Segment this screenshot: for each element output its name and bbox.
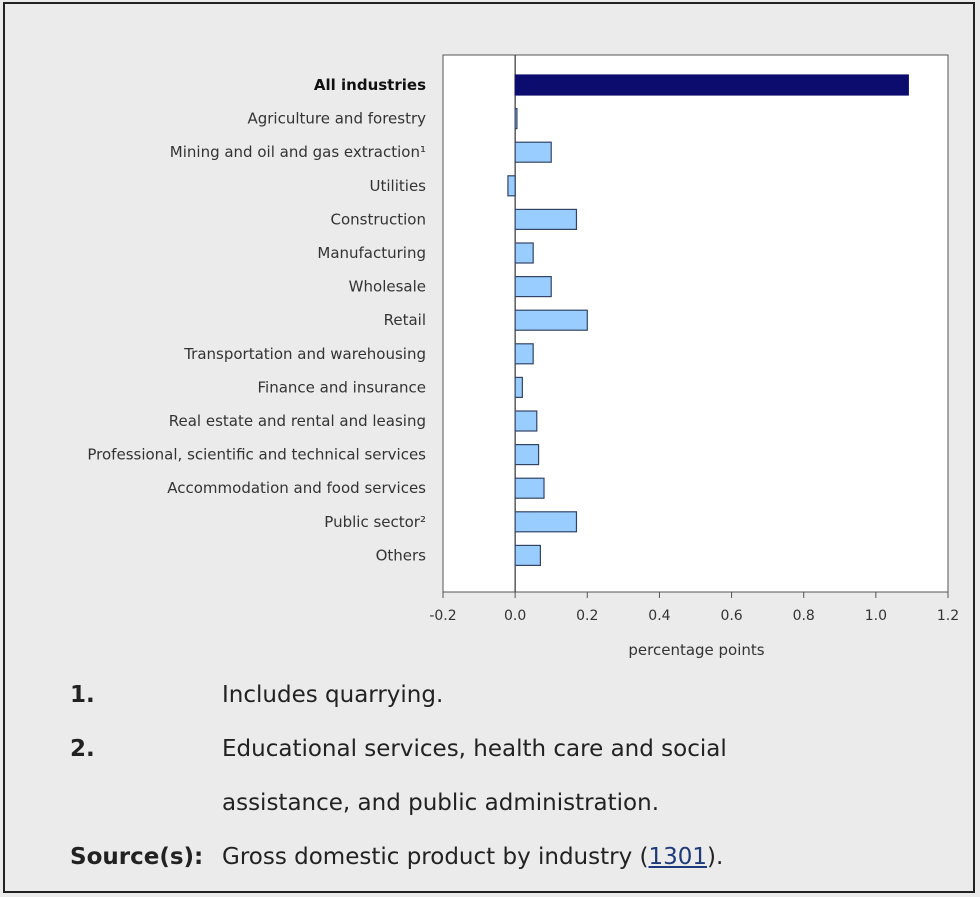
footnote-1: 1. Includes quarrying.: [70, 668, 822, 722]
footnote-2-label: 2.: [70, 736, 95, 762]
category-label-11: Professional, scientific and technical s…: [87, 446, 426, 464]
bar-4: [514, 208, 578, 230]
bar-10: [514, 410, 538, 432]
category-label-12: Accommodation and food services: [167, 479, 426, 497]
source-text-before: Gross domestic product by industry (: [222, 844, 649, 870]
footnote-1-label: 1.: [70, 682, 95, 708]
source-table-link[interactable]: 1301: [648, 844, 708, 870]
bar-12: [514, 477, 545, 499]
source-text-after: ).: [707, 844, 724, 870]
category-label-10: Real estate and rental and leasing: [169, 412, 426, 430]
bar-11: [514, 444, 540, 466]
footnotes: 1. Includes quarrying. 2. Educational se…: [70, 668, 822, 884]
x-tick-label-7: 1.2: [937, 608, 959, 624]
bar-9: [514, 376, 523, 398]
bar-5: [514, 242, 534, 264]
x-tick-label-6: 1.0: [865, 608, 887, 624]
bar-13: [514, 511, 578, 533]
x-tick-label-5: 0.8: [793, 608, 815, 624]
x-tick-label-0: -0.2: [429, 608, 456, 624]
category-label-1: Agriculture and forestry: [247, 110, 426, 128]
bar-6: [514, 276, 552, 298]
bar-7: [514, 309, 588, 331]
bar-0: [514, 74, 909, 96]
footnote-2-text: Educational services, health care and so…: [222, 736, 727, 816]
category-label-3: Utilities: [370, 177, 427, 195]
x-tick-label-2: 0.2: [576, 608, 598, 624]
category-label-6: Wholesale: [349, 278, 426, 296]
x-axis-title: percentage points: [628, 641, 764, 659]
x-tick-label-4: 0.6: [720, 608, 742, 624]
bar-14: [514, 544, 541, 567]
bar-1: [514, 107, 518, 130]
category-label-5: Manufacturing: [317, 244, 426, 262]
category-label-9: Finance and insurance: [258, 378, 426, 396]
x-tick-label-3: 0.4: [648, 608, 670, 624]
category-label-2: Mining and oil and gas extraction¹: [170, 143, 426, 161]
source-text: Gross domestic product by industry (1301…: [222, 830, 822, 884]
bar-3: [507, 175, 516, 197]
category-label-7: Retail: [384, 311, 426, 329]
footnote-2: 2. Educational services, health care and…: [70, 722, 822, 830]
bar-2: [514, 141, 552, 163]
bar-chart: All industries Agriculture and forestry Mi…: [87, 54, 959, 659]
bar-8: [514, 343, 534, 365]
category-label-14: Others: [376, 546, 427, 564]
category-label-8: Transportation and warehousing: [183, 345, 426, 363]
footnote-1-text: Includes quarrying.: [222, 682, 444, 708]
category-label-4: Construction: [330, 210, 426, 228]
source-line: Source(s): Gross domestic product by ind…: [70, 830, 822, 884]
category-label-13: Public sector²: [324, 513, 426, 531]
category-label-0: All industries: [314, 76, 426, 94]
source-label: Source(s):: [70, 844, 204, 870]
x-tick-label-1: 0.0: [504, 608, 526, 624]
